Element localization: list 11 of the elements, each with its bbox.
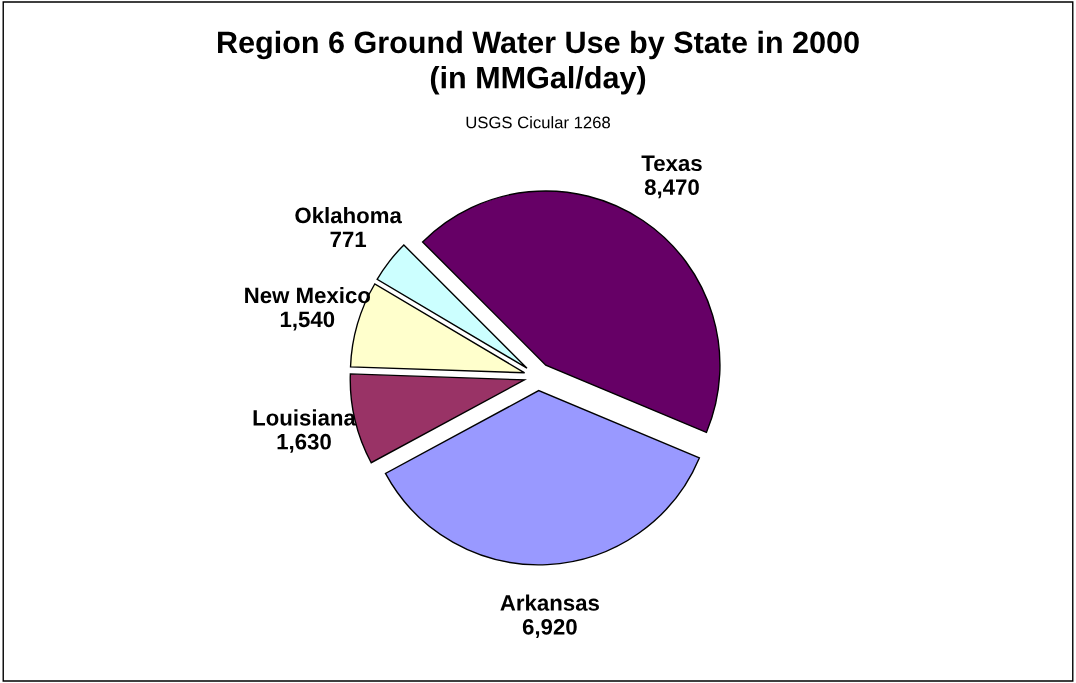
slice-label: Texas (641, 155, 702, 172)
data-label: 1,540 (280, 311, 335, 331)
data-label: 8,470 (644, 179, 699, 199)
slice-label: Oklahoma (295, 206, 402, 224)
data-label: 1,630 (277, 433, 331, 453)
chart-title: Region 6 Ground Water Use by State in 2000 (in MMGal/day) (218, 30, 859, 95)
chart-subtitle: USGS Cicular 1268 (466, 116, 610, 129)
data-label: 771 (330, 231, 367, 248)
slice-label: New Mexico (245, 286, 371, 304)
slice-label: Arkansas (500, 594, 599, 611)
data-label: 6,920 (522, 618, 577, 638)
